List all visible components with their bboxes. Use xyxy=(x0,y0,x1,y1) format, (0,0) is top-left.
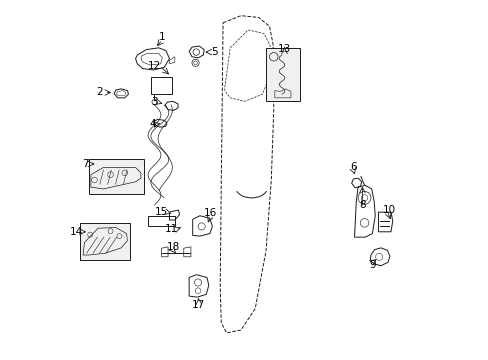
Text: 5: 5 xyxy=(210,47,217,57)
Text: 11: 11 xyxy=(164,224,178,234)
Bar xyxy=(148,216,175,226)
Bar xyxy=(89,158,144,194)
Text: 15: 15 xyxy=(155,207,168,217)
Bar xyxy=(151,77,171,94)
Text: 17: 17 xyxy=(192,300,205,310)
Text: 7: 7 xyxy=(82,159,89,169)
Text: 2: 2 xyxy=(96,87,103,98)
Text: 10: 10 xyxy=(382,205,395,215)
Text: 16: 16 xyxy=(203,208,217,218)
Bar xyxy=(80,223,130,260)
Text: 14: 14 xyxy=(70,227,83,237)
Bar xyxy=(265,48,299,102)
Text: 18: 18 xyxy=(166,242,179,252)
Text: 3: 3 xyxy=(151,98,158,108)
Text: 1: 1 xyxy=(159,32,165,42)
Text: 8: 8 xyxy=(358,200,365,210)
Text: 12: 12 xyxy=(147,61,161,71)
Text: 13: 13 xyxy=(277,44,290,54)
Text: 9: 9 xyxy=(368,260,375,270)
Text: 6: 6 xyxy=(349,162,356,172)
Text: 4: 4 xyxy=(149,119,156,129)
